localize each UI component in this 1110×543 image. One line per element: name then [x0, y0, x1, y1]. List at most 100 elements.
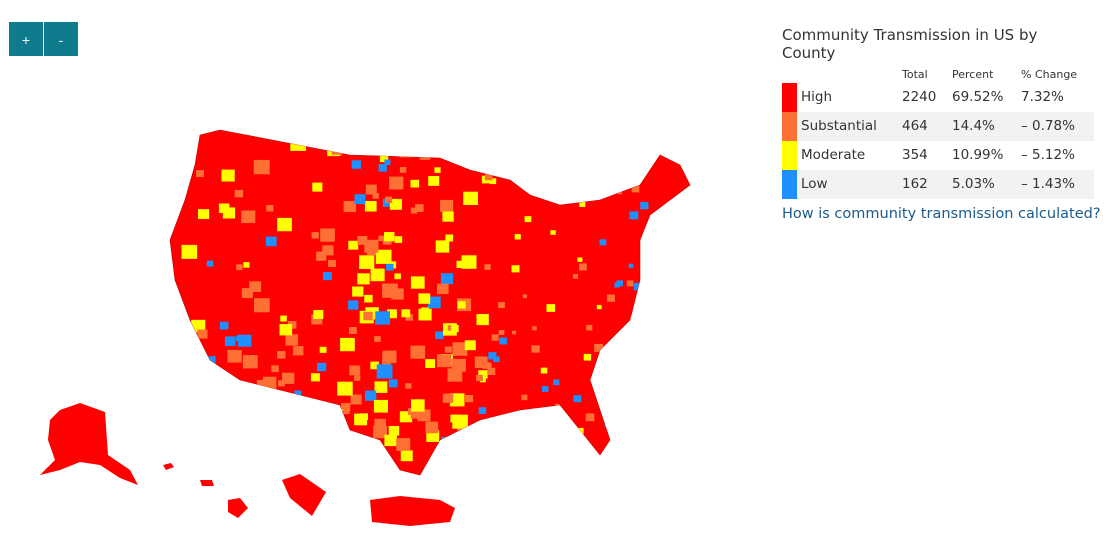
county [540, 176, 547, 182]
county [440, 273, 454, 285]
county [599, 177, 606, 183]
county [351, 160, 362, 169]
color-swatch [782, 141, 797, 170]
county [328, 259, 337, 268]
county [277, 351, 286, 359]
county [435, 240, 450, 253]
county [237, 334, 252, 347]
county [352, 286, 364, 297]
county [199, 397, 211, 407]
island-territory[interactable] [282, 474, 326, 516]
county [465, 395, 474, 403]
county [343, 201, 356, 213]
county [384, 232, 395, 242]
county [521, 394, 528, 401]
county [624, 141, 634, 150]
county [219, 431, 234, 445]
county [249, 281, 262, 292]
county [364, 294, 373, 303]
total: 354 [902, 147, 928, 163]
color-swatch [782, 112, 797, 141]
zoom-in-button[interactable]: + [9, 22, 43, 56]
alaska[interactable] [40, 403, 138, 485]
county [626, 280, 634, 287]
county [394, 236, 403, 243]
county [464, 340, 476, 351]
legend-title: Community Transmission in US by County [782, 26, 1038, 62]
county [234, 189, 244, 198]
zoom-out-button[interactable]: - [44, 22, 78, 56]
county [599, 239, 607, 246]
county [541, 179, 550, 187]
county [375, 311, 390, 325]
county [370, 361, 379, 370]
county [310, 373, 320, 382]
county [279, 324, 293, 336]
county [457, 447, 469, 458]
county [447, 325, 454, 331]
county [585, 413, 595, 422]
county [227, 349, 242, 363]
county [482, 362, 490, 369]
county [573, 395, 582, 403]
county [447, 368, 463, 382]
county [399, 146, 413, 158]
county [449, 145, 461, 157]
county [440, 199, 454, 212]
county [441, 436, 457, 452]
county [374, 336, 381, 342]
county [603, 413, 611, 421]
county [550, 230, 556, 235]
county [452, 342, 468, 356]
county [573, 274, 579, 279]
county [378, 164, 387, 172]
county [384, 434, 397, 447]
county [647, 236, 655, 244]
county [399, 411, 413, 423]
county [198, 209, 210, 219]
county [236, 264, 243, 271]
county [419, 150, 431, 160]
county [374, 418, 386, 430]
county [493, 356, 500, 362]
legend-rows: High 2240 69.52% 7.32% Substantial 464 14.4% – … [782, 83, 1094, 199]
county [476, 314, 489, 326]
county [312, 138, 321, 146]
county [618, 365, 627, 373]
county [294, 390, 302, 397]
county [491, 334, 499, 341]
county [497, 439, 502, 444]
county [378, 235, 385, 241]
county [428, 176, 440, 186]
county [418, 308, 432, 321]
county [373, 425, 388, 439]
county [574, 181, 583, 189]
county [654, 275, 661, 281]
county [360, 413, 368, 420]
county [415, 204, 424, 212]
county [452, 414, 468, 429]
county [484, 264, 491, 270]
county [180, 429, 189, 438]
info-link[interactable]: How is community transmission calculated… [782, 206, 1101, 222]
percent-change: – 0.78% [1021, 118, 1075, 134]
hawaii[interactable] [163, 463, 248, 518]
color-swatch [782, 83, 797, 112]
county [359, 144, 367, 151]
county [373, 399, 388, 413]
county [498, 302, 505, 309]
county [349, 327, 357, 334]
county [583, 353, 592, 361]
county [364, 390, 377, 401]
county [370, 268, 385, 282]
county [317, 362, 327, 372]
puerto-rico[interactable] [370, 496, 455, 526]
county [218, 203, 230, 213]
county [241, 210, 256, 224]
county [311, 314, 323, 325]
county [389, 176, 404, 190]
county [565, 189, 570, 194]
county [540, 367, 548, 374]
county [191, 319, 206, 333]
county [520, 428, 528, 434]
